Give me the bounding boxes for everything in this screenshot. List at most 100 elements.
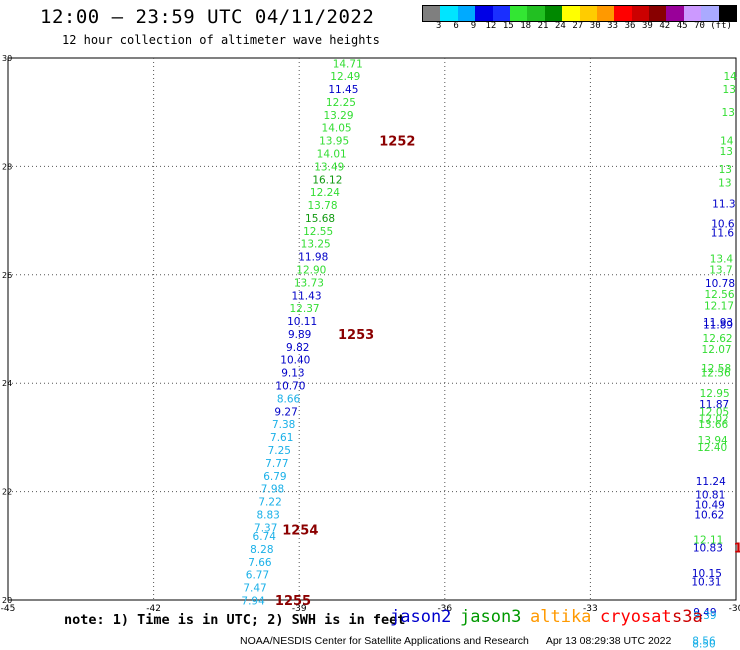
colorbar-swatch: [718, 6, 737, 21]
swh-label: 10.83: [693, 542, 723, 554]
swh-label: 14: [720, 135, 734, 147]
swh-label: 7.98: [261, 483, 284, 495]
time-label: 1253: [338, 328, 374, 343]
swh-label: 13: [718, 178, 731, 190]
swh-label: 12.58: [701, 363, 731, 375]
colorbar-swatch: [544, 6, 563, 21]
swh-label: 16.12: [312, 174, 342, 186]
swh-label: 11.45: [328, 84, 358, 96]
swh-label: 10.11: [287, 316, 317, 328]
colorbar-swatch: [683, 6, 702, 21]
swh-label: 8.83: [256, 509, 279, 521]
swh-label: 11.98: [298, 251, 328, 263]
colorbar-label: 33: [607, 21, 619, 31]
swh-label: 10.6: [711, 218, 735, 230]
swh-label: 15.68: [305, 213, 335, 225]
colorbar-label: 30: [589, 21, 601, 31]
swh-label: 13.7: [709, 264, 732, 276]
generated-date: Apr 13 08:29:38 UTC 2022: [545, 635, 672, 647]
colorbar-label: 21: [537, 21, 549, 31]
page-title: 12:00 – 23:59 UTC 04/11/2022: [40, 6, 375, 28]
swh-label: 10.78: [705, 278, 735, 290]
swh-label: 12.24: [310, 187, 340, 199]
swh-label: 7.25: [268, 445, 291, 457]
lat-tick-label: 22: [2, 488, 12, 497]
swh-label: 12.95: [700, 388, 730, 400]
swh-label: 8.50: [692, 638, 715, 650]
swh-label: 13.4: [710, 254, 734, 266]
colorbar-unit: (ft): [710, 21, 732, 31]
colorbar-label: 3: [435, 21, 442, 31]
colorbar-label: 6: [453, 21, 459, 31]
swh-label: 11.43: [291, 290, 321, 302]
swh-label: 11.87: [699, 399, 729, 411]
swh-label: 9.49: [693, 607, 716, 619]
colorbar-swatch: [666, 6, 684, 21]
swh-label: 8.56: [692, 636, 716, 648]
colorbar-label: 27: [572, 21, 584, 31]
swh-label: 11.24: [696, 476, 726, 488]
swh-label: 8.28: [250, 544, 273, 556]
colorbar-label: 12: [485, 21, 497, 31]
swh-label: 13.73: [294, 277, 324, 289]
swh-label: 10.49: [695, 500, 725, 512]
lat-tick-label: 24: [2, 379, 12, 388]
swh-label: 12.90: [296, 264, 326, 276]
swh-label: 13: [723, 84, 736, 96]
swh-label: 13.49: [314, 161, 344, 173]
legend-item-cryosat: cryosat: [600, 607, 672, 627]
colorbar-swatch: [596, 6, 615, 21]
colorbar-swatch: [631, 6, 650, 21]
colorbar-swatch: [527, 6, 545, 21]
swh-label: 14.05: [322, 122, 352, 134]
colorbar-label: 39: [641, 21, 653, 31]
swh-label: 14.71: [333, 58, 363, 70]
swh-label: 10.40: [280, 354, 310, 366]
map-frame: [7, 57, 737, 601]
lon-tick-label: -33: [583, 604, 598, 614]
swh-label: 12.02: [699, 413, 729, 425]
lon-tick-label: -45: [1, 604, 16, 614]
colorbar-swatch: [649, 6, 667, 21]
swh-label: 12.11: [693, 534, 723, 546]
legend-item-altika: altika: [530, 607, 592, 627]
swh-label: 12.25: [326, 97, 356, 109]
swh-label: 9.89: [288, 329, 311, 341]
swh-label: 9.27: [274, 406, 297, 418]
swh-label: 12.17: [704, 301, 734, 313]
swh-label: 12.55: [303, 226, 333, 238]
colorbar-swatch: [579, 6, 597, 21]
swh-label: 7.94: [241, 596, 265, 608]
swh-label: 6.77: [246, 570, 269, 582]
swh-label: 13: [720, 146, 733, 158]
swh-label: 10.15: [692, 568, 722, 580]
footer-note: note: 1) Time is in UTC; 2) SWH is in fe…: [64, 612, 406, 628]
colorbar-swatch: [475, 6, 493, 21]
swh-label: 6.79: [263, 471, 286, 483]
swh-label: 10.31: [691, 577, 721, 589]
swh-label: 13: [722, 107, 735, 119]
swh-label: 8.66: [277, 393, 301, 405]
swh-label: 10.62: [694, 509, 724, 521]
lon-tick-label: -30: [729, 604, 740, 614]
swh-label: 12.05: [699, 406, 729, 418]
colorbar-labels: 3 6 9 12 15 18 21 24 27 30 33 36 39 42 45 70 (ft): [422, 21, 734, 31]
swh-label: 11.3: [712, 198, 735, 210]
colorbar-swatch: [492, 6, 510, 21]
colorbar-label: 45: [676, 21, 688, 31]
colorbar-label: 15: [502, 21, 514, 31]
colorbar-swatch: [440, 6, 458, 21]
swh-label: 9.39: [693, 610, 716, 622]
swh-label: 11.89: [703, 320, 733, 332]
swh-label: 7.22: [258, 496, 281, 508]
lon-tick-label: -42: [146, 604, 161, 614]
lat-tick-label: 20: [2, 596, 12, 605]
colorbar-swatch: [614, 6, 632, 21]
page-subtitle: 12 hour collection of altimeter wave hei…: [62, 33, 380, 47]
colorbar-label: 24: [555, 21, 566, 31]
swh-label: 13.94: [698, 435, 728, 447]
swh-label: 6.74: [253, 531, 277, 543]
swh-label: 13.95: [319, 135, 349, 147]
swh-label: 7.47: [243, 583, 266, 595]
